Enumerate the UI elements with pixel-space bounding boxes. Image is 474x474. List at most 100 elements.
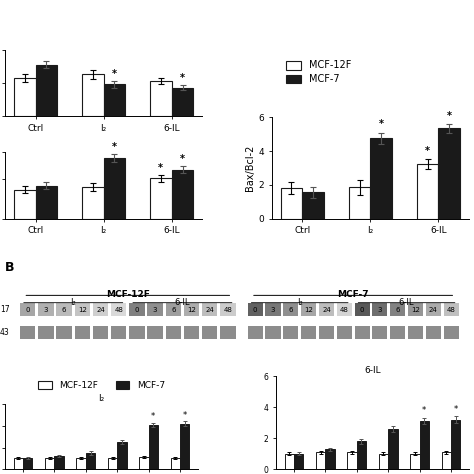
Bar bbox=[373, 326, 387, 339]
Text: *: * bbox=[422, 406, 427, 415]
Text: 24: 24 bbox=[205, 307, 214, 313]
Bar bbox=[442, 452, 451, 469]
Legend: MCF-12F, MCF-7: MCF-12F, MCF-7 bbox=[38, 381, 165, 391]
Y-axis label: Bax/Bcl-2: Bax/Bcl-2 bbox=[246, 145, 255, 191]
Bar bbox=[55, 456, 64, 469]
Text: 24: 24 bbox=[429, 307, 438, 313]
Bar bbox=[14, 458, 23, 469]
Bar bbox=[14, 190, 36, 219]
Bar bbox=[20, 326, 36, 339]
Bar bbox=[165, 303, 181, 316]
Bar bbox=[302, 192, 324, 219]
Text: 12: 12 bbox=[78, 307, 87, 313]
Bar bbox=[337, 326, 352, 339]
Bar bbox=[86, 453, 95, 469]
Bar bbox=[82, 74, 104, 116]
Bar bbox=[316, 452, 325, 469]
Bar bbox=[281, 188, 302, 219]
Text: 12: 12 bbox=[411, 307, 420, 313]
Text: 48: 48 bbox=[114, 307, 123, 313]
Text: 17: 17 bbox=[0, 305, 9, 314]
Text: 3: 3 bbox=[271, 307, 275, 313]
Title: 6-IL: 6-IL bbox=[364, 366, 381, 375]
Bar bbox=[265, 303, 281, 316]
Text: 24: 24 bbox=[96, 307, 105, 313]
Text: 0: 0 bbox=[135, 307, 139, 313]
Text: I₂: I₂ bbox=[70, 298, 76, 307]
Bar bbox=[20, 303, 36, 316]
Bar bbox=[337, 303, 352, 316]
Bar bbox=[56, 303, 72, 316]
Bar bbox=[294, 454, 303, 469]
Bar bbox=[93, 326, 108, 339]
Text: 6: 6 bbox=[289, 307, 293, 313]
Bar bbox=[111, 326, 127, 339]
Bar bbox=[117, 442, 127, 469]
Bar bbox=[349, 187, 370, 219]
Text: 3: 3 bbox=[153, 307, 157, 313]
Text: 0: 0 bbox=[26, 307, 30, 313]
Bar bbox=[373, 303, 387, 316]
Text: MCF-7: MCF-7 bbox=[337, 290, 369, 299]
Text: MCF-12F: MCF-12F bbox=[106, 290, 150, 299]
Bar bbox=[319, 326, 334, 339]
Text: 48: 48 bbox=[223, 307, 232, 313]
Bar bbox=[355, 326, 370, 339]
Bar bbox=[390, 303, 405, 316]
Bar bbox=[74, 303, 90, 316]
Bar bbox=[438, 128, 460, 219]
Bar bbox=[38, 303, 54, 316]
Bar bbox=[172, 88, 193, 116]
Text: I₂: I₂ bbox=[297, 298, 302, 307]
Bar bbox=[283, 303, 298, 316]
Text: *: * bbox=[379, 119, 384, 129]
Text: 6-IL: 6-IL bbox=[399, 298, 414, 307]
Bar bbox=[111, 303, 127, 316]
Text: *: * bbox=[425, 146, 430, 155]
Bar bbox=[301, 303, 316, 316]
Bar bbox=[14, 78, 36, 116]
Text: 12: 12 bbox=[304, 307, 313, 313]
Bar bbox=[325, 449, 335, 469]
Bar bbox=[129, 326, 145, 339]
Text: 0: 0 bbox=[360, 307, 365, 313]
Bar bbox=[45, 458, 55, 469]
Bar bbox=[265, 326, 281, 339]
Bar bbox=[357, 441, 366, 469]
Bar bbox=[248, 326, 263, 339]
Text: 6: 6 bbox=[171, 307, 175, 313]
Bar bbox=[23, 458, 32, 469]
Bar bbox=[150, 81, 172, 116]
Bar bbox=[220, 303, 236, 316]
Bar bbox=[36, 64, 57, 116]
Bar bbox=[248, 303, 263, 316]
Text: *: * bbox=[112, 69, 117, 79]
Bar bbox=[444, 326, 458, 339]
Bar bbox=[147, 303, 163, 316]
Title: I₂: I₂ bbox=[99, 394, 105, 403]
Bar bbox=[319, 303, 334, 316]
Bar bbox=[417, 164, 438, 219]
Text: *: * bbox=[180, 155, 185, 164]
Bar bbox=[38, 326, 54, 339]
Bar bbox=[108, 458, 117, 469]
Bar bbox=[202, 303, 218, 316]
Bar bbox=[301, 326, 316, 339]
Bar bbox=[149, 425, 158, 469]
Bar bbox=[129, 303, 145, 316]
Text: 3: 3 bbox=[378, 307, 382, 313]
Bar bbox=[180, 424, 190, 469]
Bar bbox=[184, 303, 199, 316]
Bar bbox=[171, 458, 180, 469]
Bar bbox=[347, 452, 357, 469]
Bar bbox=[165, 326, 181, 339]
Bar bbox=[74, 326, 90, 339]
Text: 24: 24 bbox=[322, 307, 331, 313]
Text: 0: 0 bbox=[253, 307, 257, 313]
Legend: MCF-12F, MCF-7: MCF-12F, MCF-7 bbox=[286, 61, 351, 84]
Bar bbox=[379, 454, 388, 469]
Bar bbox=[390, 326, 405, 339]
Bar bbox=[82, 187, 104, 219]
Bar bbox=[419, 421, 429, 469]
Bar bbox=[220, 326, 236, 339]
